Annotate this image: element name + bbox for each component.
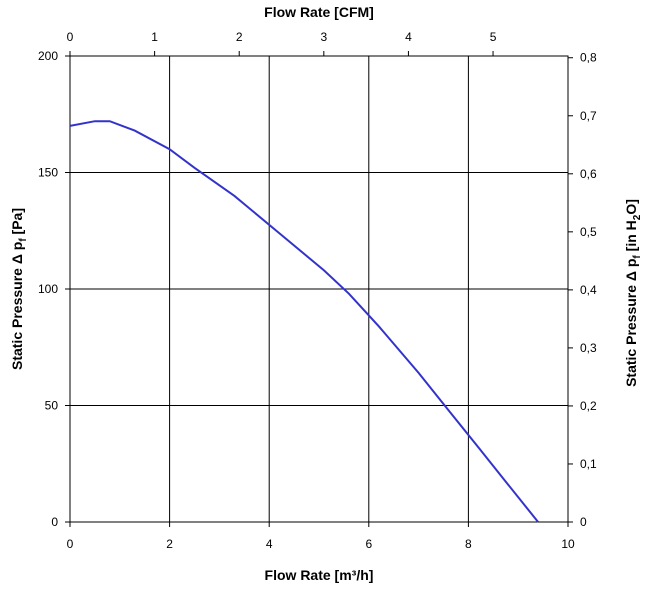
left-axis-title: Static Pressure Δ pf [Pa]	[9, 208, 29, 370]
bottom-axis-title: Flow Rate [m³/h]	[265, 567, 374, 583]
x2-tick-label: 5	[490, 30, 497, 44]
x-tick-label: 2	[166, 537, 173, 551]
y2-tick-label: 0,5	[580, 225, 597, 239]
x2-tick-label: 0	[67, 30, 74, 44]
y2-tick-label: 0	[580, 515, 587, 529]
x2-tick-label: 1	[151, 30, 158, 44]
y2-tick-label: 0,7	[580, 109, 597, 123]
x2-tick-label: 4	[405, 30, 412, 44]
y2-tick-label: 0,3	[580, 341, 597, 355]
y2-tick-label: 0,4	[580, 283, 597, 297]
x-tick-label: 4	[266, 537, 273, 551]
performance-curve	[69, 120, 539, 523]
y-tick-label: 50	[45, 399, 59, 413]
x-tick-label: 10	[561, 537, 575, 551]
y2-tick-label: 0,8	[580, 51, 597, 65]
x-tick-label: 0	[67, 537, 74, 551]
top-axis-title: Flow Rate [CFM]	[264, 4, 374, 20]
x2-tick-label: 2	[236, 30, 243, 44]
y-tick-label: 0	[51, 515, 58, 529]
y2-tick-label: 0,2	[580, 399, 597, 413]
y2-tick-label: 0,1	[580, 457, 597, 471]
y-tick-label: 200	[38, 49, 58, 63]
y-tick-label: 100	[38, 282, 58, 296]
grid	[70, 56, 568, 522]
x-tick-label: 8	[465, 537, 472, 551]
x-tick-label: 6	[365, 537, 372, 551]
ticks	[65, 51, 573, 527]
y2-tick-label: 0,6	[580, 167, 597, 181]
y-tick-label: 150	[38, 166, 58, 180]
x2-tick-label: 3	[320, 30, 327, 44]
right-axis-title: Static Pressure Δ pf [in H2O]	[623, 199, 643, 387]
